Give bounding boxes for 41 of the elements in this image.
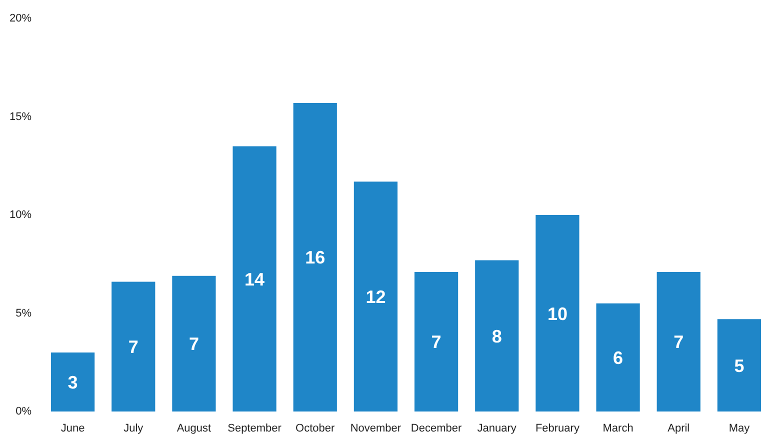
bar [293,102,337,412]
y-tick-label: 15% [9,110,32,123]
data-label: 7 [674,332,684,352]
data-label: 8 [492,326,502,346]
bar [717,319,762,412]
bar [354,182,398,412]
x-tick-label: April [668,422,690,434]
x-tick-label: June [60,422,85,434]
x-tick-label: February [535,422,580,434]
data-label: 12 [366,287,386,308]
y-tick-label: 10% [9,209,32,221]
bar [656,272,700,412]
bar [475,260,519,412]
y-tick-label: 20% [9,12,32,24]
y-tick-label: 5% [16,307,32,320]
bar [112,282,156,412]
x-tick-label: May [728,422,750,434]
data-label: 7 [431,332,442,352]
data-label: 3 [68,372,78,393]
data-label: 7 [128,337,138,358]
data-label: 10 [547,304,568,324]
data-label: 7 [188,334,199,354]
x-tick-label: November [350,422,402,434]
data-label: 5 [734,356,744,376]
x-tick-label: August [176,422,212,434]
x-tick-label: December [410,422,462,434]
x-tick-label: October [296,422,336,434]
bar [536,215,580,412]
x-tick-label: September [228,422,282,434]
data-label: 6 [613,348,624,368]
data-label: 16 [305,248,326,268]
data-label: 14 [244,269,265,290]
x-tick-label: January [477,422,517,434]
x-tick-label: July [124,422,144,434]
y-tick-label: 0% [16,406,32,418]
x-tick-label: March [602,422,634,434]
bar [50,352,95,412]
bar [232,146,276,412]
bar [172,276,216,412]
bar [414,272,458,412]
bar [596,303,640,412]
